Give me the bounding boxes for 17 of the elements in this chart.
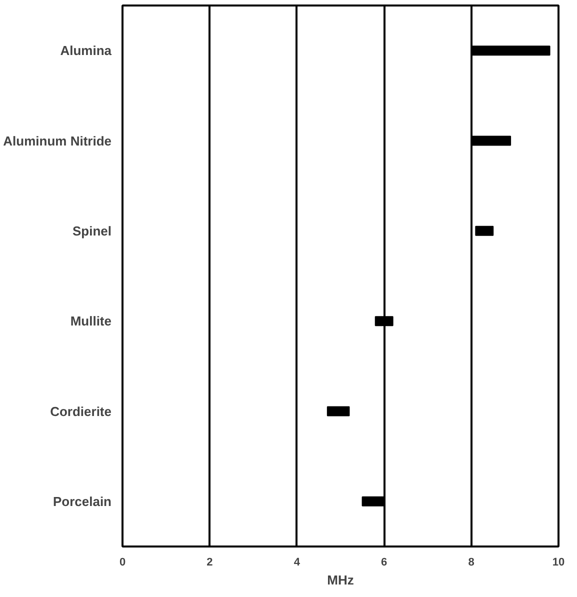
y-tick-label: Porcelain — [52, 494, 112, 509]
bar — [362, 496, 385, 506]
y-tick-label: Aluminum Nitride — [3, 133, 112, 148]
x-axis-title: MHz — [327, 572, 354, 588]
y-tick-label: Alumina — [60, 43, 112, 58]
bar — [326, 406, 350, 416]
x-tick-label: 2 — [206, 556, 213, 568]
x-tick-label: 0 — [119, 556, 126, 568]
x-tick-label: 4 — [294, 556, 301, 568]
y-tick-label: Mullite — [70, 314, 112, 329]
bar — [374, 316, 394, 326]
y-tick-label: Spinel — [72, 223, 112, 238]
bar — [475, 226, 494, 236]
x-tick-label: 10 — [552, 556, 565, 568]
x-tick-label: 8 — [468, 556, 474, 568]
y-tick-label: Cordierite — [50, 404, 112, 419]
x-tick-label: 6 — [381, 556, 388, 568]
